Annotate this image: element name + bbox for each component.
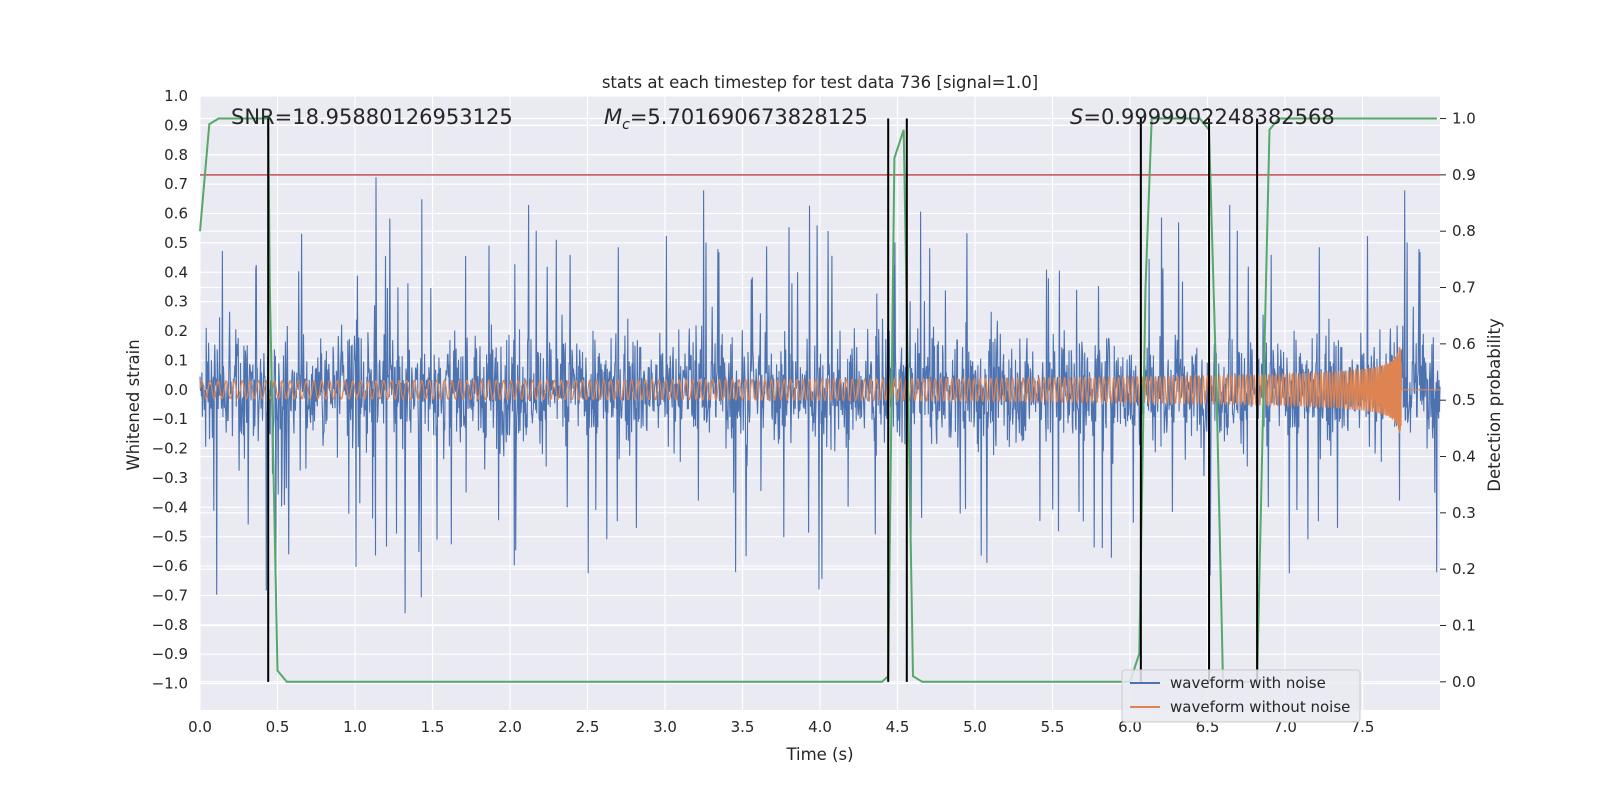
signal-waveform-line — [199, 347, 1440, 434]
y2-tick-label: 0.1 — [1452, 617, 1476, 635]
x-tick-label: 5.5 — [1041, 718, 1065, 736]
s-symbol: S — [1070, 105, 1083, 129]
y-tick-label: −0.4 — [152, 498, 188, 516]
y2-tick-label: 0.5 — [1452, 391, 1476, 409]
s-annotation: S=0.9999902248382568 — [1070, 105, 1335, 129]
mc-subscript: c — [622, 117, 630, 133]
y-tick-label: 0.2 — [164, 322, 188, 340]
legend: waveform with noise waveform without noi… — [1121, 669, 1361, 723]
y-tick-label: 0.7 — [164, 175, 188, 193]
event-lines — [267, 118, 1259, 682]
y-tick-label: −0.2 — [152, 440, 188, 458]
x-tick-label: 2.0 — [498, 718, 522, 736]
y-tick-label: 0.1 — [164, 351, 188, 369]
y-tick-label: −0.1 — [152, 410, 188, 428]
x-tick-label: 1.5 — [421, 718, 445, 736]
y-tick-label: 0.8 — [164, 146, 188, 164]
y-axis-label: Whitened strain — [124, 339, 143, 470]
x-tick-label: 4.0 — [808, 718, 832, 736]
x-tick-label: 4.5 — [886, 718, 910, 736]
x-tick-label: 1.0 — [343, 718, 367, 736]
y2-tick-label: 0.9 — [1452, 166, 1476, 184]
x-tick-label: 3.0 — [653, 718, 677, 736]
y-tick-label: 0.5 — [164, 234, 188, 252]
mc-value: =5.701690673828125 — [630, 105, 868, 129]
x-axis-label: Time (s) — [785, 745, 853, 764]
y-tick-label: −0.6 — [152, 557, 188, 575]
y-tick-label: 0.0 — [164, 381, 188, 399]
snr-annotation: SNR=18.95880126953125 — [231, 105, 513, 129]
y2-tick-label: 0.3 — [1452, 504, 1476, 522]
y-tick-label: 0.4 — [164, 263, 188, 281]
y-tick-label: −0.9 — [152, 645, 188, 663]
x-tick-label: 0.0 — [188, 718, 212, 736]
signal-series — [199, 347, 1440, 434]
chart-title: stats at each timestep for test data 736… — [602, 73, 1038, 92]
y2-tick-label: 0.0 — [1452, 673, 1476, 691]
y-tick-label: −0.8 — [152, 616, 188, 634]
mc-symbol: M — [604, 105, 622, 129]
y2-tick-label: 0.8 — [1452, 222, 1476, 240]
y2-tick-label: 0.4 — [1452, 448, 1476, 466]
x-tick-label: 3.5 — [731, 718, 755, 736]
probability-series — [199, 117, 1440, 683]
y2-tick-label: 0.7 — [1452, 279, 1476, 297]
y-tick-label: −0.7 — [152, 586, 188, 604]
y-tick-label: −1.0 — [152, 675, 188, 693]
y-tick-label: 1.0 — [164, 87, 188, 105]
mc-annotation: Mc=5.701690673828125 — [604, 105, 868, 133]
y2-axis-label: Detection probability — [1485, 318, 1504, 492]
y-tick-label: 0.9 — [164, 116, 188, 134]
y2-tick-label: 0.6 — [1452, 335, 1476, 353]
x-tick-label: 2.5 — [576, 718, 600, 736]
legend-box — [1121, 669, 1361, 723]
y2-tick-label: 0.2 — [1452, 560, 1476, 578]
y-tick-label: −0.5 — [152, 528, 188, 546]
legend-label-signal: waveform without noise — [1170, 698, 1350, 716]
legend-label-noise: waveform with noise — [1170, 674, 1326, 692]
x-tick-label: 0.5 — [266, 718, 290, 736]
detection-probability-line — [199, 117, 1437, 683]
y2-tick-label: 1.0 — [1452, 110, 1476, 128]
y-tick-label: 0.6 — [164, 205, 188, 223]
x-tick-label: 5.0 — [963, 718, 987, 736]
y-tick-label: −0.3 — [152, 469, 188, 487]
y-tick-label: 0.3 — [164, 293, 188, 311]
s-value: =0.9999902248382568 — [1083, 105, 1334, 129]
